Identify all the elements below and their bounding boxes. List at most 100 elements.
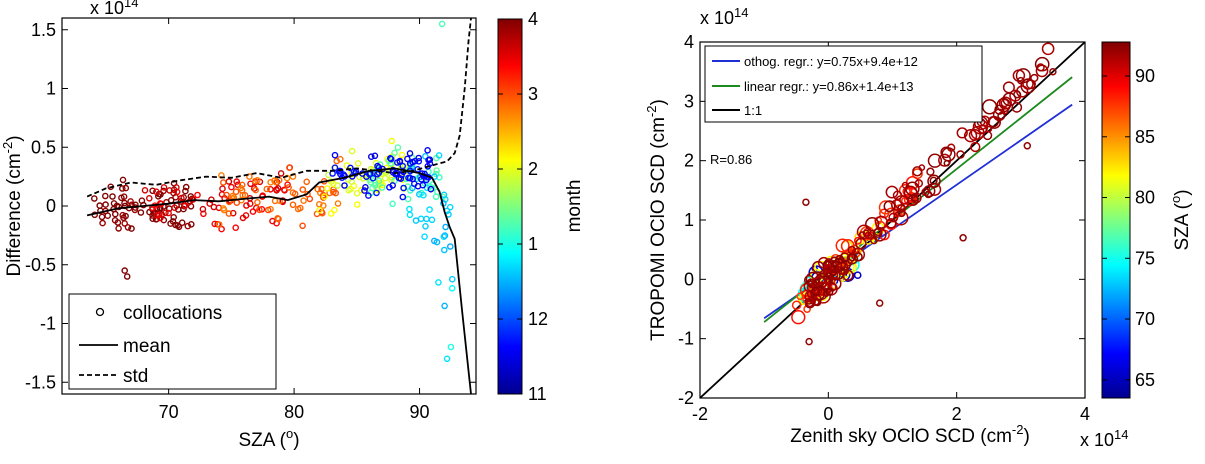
collocation-point	[412, 217, 420, 224]
collocation-point	[941, 147, 956, 162]
collocation-point	[165, 209, 172, 217]
collocation-point	[1000, 98, 1010, 108]
collocation-point	[303, 178, 311, 186]
colorbar-tick-label: 85	[1135, 127, 1155, 147]
collocation-point	[829, 270, 839, 280]
collocation-point	[369, 184, 376, 192]
collocation-point	[440, 233, 448, 240]
x-tick-label: 90	[410, 402, 430, 422]
collocation-point	[121, 220, 128, 227]
collocation-point	[1017, 76, 1025, 85]
collocation-point	[443, 355, 451, 363]
collocation-point	[220, 206, 228, 214]
collocation-point	[825, 288, 834, 296]
collocation-point	[374, 170, 381, 178]
collocation-point	[178, 194, 185, 202]
collocation-point	[985, 125, 993, 133]
collocation-point	[803, 274, 815, 286]
collocation-point	[448, 275, 456, 283]
collocation-point	[254, 198, 261, 206]
collocation-point	[405, 174, 412, 182]
right-colorbar-label: SZA (o)	[1168, 189, 1193, 250]
collocation-point	[870, 236, 878, 245]
collocation-point	[167, 196, 175, 204]
collocation-point	[249, 208, 257, 215]
collocation-point	[331, 151, 339, 159]
collocation-point	[137, 209, 145, 216]
collocation-point	[225, 178, 233, 185]
collocation-point	[424, 146, 431, 154]
colorbar-tick-label: 1	[528, 234, 538, 254]
y-tick-label: 3	[684, 91, 694, 111]
collocation-point	[128, 225, 135, 232]
y-tick-label: 0.5	[31, 137, 56, 157]
collocation-point	[122, 184, 130, 192]
collocation-point	[347, 164, 354, 172]
collocation-point	[285, 184, 292, 191]
collocation-point	[321, 193, 328, 200]
collocation-point	[300, 197, 307, 204]
collocation-point	[388, 137, 396, 145]
collocation-point	[155, 211, 163, 219]
collocation-point	[174, 222, 181, 229]
collocation-point	[810, 285, 826, 301]
collocation-point	[170, 213, 177, 221]
collocation-point	[389, 200, 396, 208]
collocation-point	[396, 157, 404, 165]
collocation-point	[406, 150, 414, 157]
right-colorbar	[1101, 41, 1131, 399]
collocation-point	[956, 150, 965, 159]
x-tick-label: 2	[952, 404, 962, 424]
y-tick-label: -0.5	[25, 255, 56, 275]
collocation-point	[921, 187, 930, 197]
x-tick-label: 0	[823, 404, 833, 424]
collocation-point	[149, 187, 156, 195]
collocation-point	[365, 192, 372, 199]
collocation-point	[398, 171, 405, 179]
collocation-point	[435, 279, 442, 286]
y-tick-label: 1	[684, 210, 694, 230]
left-exponent-label: x 1014	[90, 0, 139, 18]
collocation-point	[1016, 85, 1029, 98]
collocation-point	[160, 187, 167, 195]
collocation-point	[225, 210, 233, 217]
collocation-point	[872, 227, 887, 242]
collocation-point	[267, 185, 274, 193]
right-legend-box	[704, 45, 983, 123]
right-axis-ticks: -2 0 2 4 -2 -1 0 1 2 3 4	[678, 32, 1090, 424]
collocation-point	[901, 181, 909, 189]
collocation-point	[362, 183, 369, 191]
series-line-std	[86, 18, 472, 198]
collocation-point	[391, 149, 398, 157]
collocation-point	[438, 20, 446, 28]
collocation-point	[238, 187, 246, 194]
collocation-point	[255, 206, 263, 214]
collocation-point	[998, 96, 1012, 110]
collocation-point	[1023, 142, 1032, 150]
y-tick-label: 2	[684, 151, 694, 171]
collocation-point	[246, 173, 253, 180]
y-tick-label: 0	[46, 196, 56, 216]
x-tick-label: 4	[1080, 404, 1090, 424]
collocation-point	[315, 200, 323, 208]
collocation-point	[791, 300, 802, 310]
legend-label-one-to-one: 1:1	[744, 103, 762, 118]
collocation-point	[269, 217, 276, 225]
collocation-point	[253, 176, 261, 184]
collocation-point	[156, 214, 164, 222]
collocation-point	[145, 194, 153, 202]
collocation-point	[178, 219, 186, 226]
collocation-point	[414, 182, 422, 190]
right-chart: -2 0 2 4 -2 -1 0 1 2 3 4 x 1014 x 1014 Zenith sky …	[644, 5, 1193, 450]
collocation-point	[353, 201, 361, 208]
y-tick-label: -1	[678, 329, 694, 349]
collocation-point	[263, 185, 271, 193]
collocation-point	[232, 224, 239, 231]
collocation-point	[823, 263, 833, 273]
left-colorbar	[497, 18, 523, 395]
collocation-point	[816, 273, 828, 285]
collocation-point	[167, 220, 174, 227]
collocation-point	[232, 188, 240, 195]
collocation-point	[912, 166, 923, 177]
